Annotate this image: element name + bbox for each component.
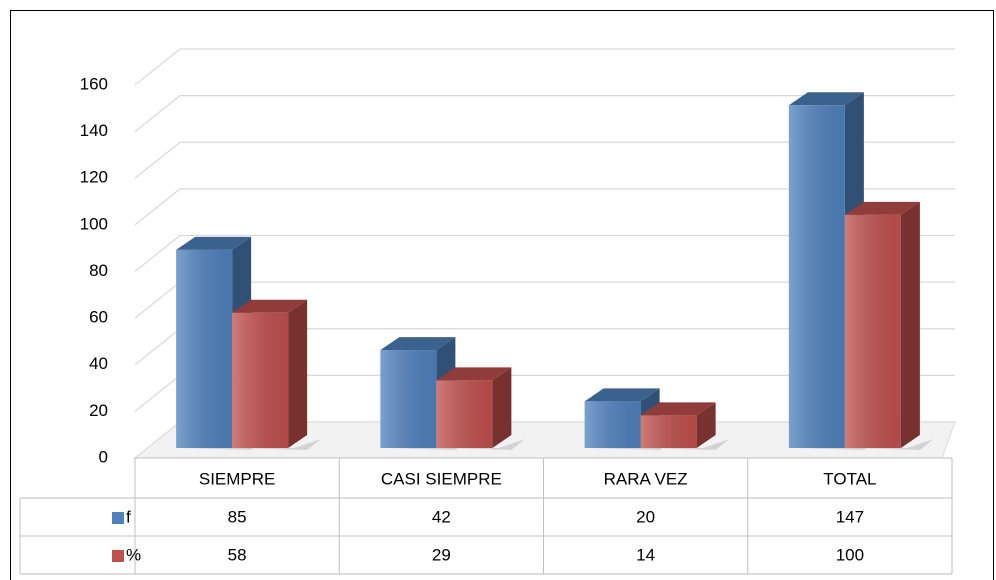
y-tick-label: 120 — [80, 168, 108, 187]
table-value: 100 — [836, 545, 864, 564]
table-value: 20 — [636, 507, 655, 526]
y-tick-label: 100 — [80, 214, 108, 233]
bar-shine — [584, 401, 641, 448]
y-tick-label: 40 — [89, 354, 108, 373]
grid-line — [134, 48, 955, 86]
bar-top — [584, 388, 660, 402]
legend-swatch — [112, 512, 124, 524]
bar-top — [232, 299, 308, 313]
plot: 0 20 40 60 80 100 120 140 160 SIEMPRE CASI SIEMPRE… — [19, 48, 956, 575]
bar-top — [380, 337, 456, 351]
grid-line — [134, 188, 955, 226]
x-tick-label: SIEMPRE — [199, 469, 276, 488]
y-tick-label: 20 — [89, 401, 108, 420]
x-tick-label: RARA VEZ — [604, 469, 688, 488]
y-tick-label: 80 — [89, 261, 108, 280]
y-tick-label: 0 — [99, 447, 108, 466]
x-tick-label: CASI SIEMPRE — [381, 469, 502, 488]
grid-line — [134, 141, 955, 179]
table-value: 42 — [432, 507, 451, 526]
legend-label: f — [126, 507, 131, 526]
bar-top — [436, 367, 512, 381]
y-tick-label: 140 — [80, 121, 108, 140]
y-tick-label: 60 — [89, 308, 108, 327]
legend-label: % — [126, 545, 141, 564]
bar-top — [176, 236, 252, 250]
bar-shine — [176, 249, 233, 448]
table-value: 58 — [228, 545, 247, 564]
y-tick-label: 160 — [80, 74, 108, 93]
bar-shadow — [238, 439, 322, 450]
bar-shine — [844, 214, 901, 448]
bar-shadow — [850, 439, 934, 450]
table-value: 85 — [228, 507, 247, 526]
table-value: 14 — [636, 545, 655, 564]
bar-side — [696, 402, 716, 448]
bar-shine — [232, 312, 289, 448]
bar-shine — [436, 380, 493, 448]
bar-side — [900, 201, 920, 448]
bar-shine — [640, 415, 697, 448]
bar-top — [788, 92, 864, 106]
x-tick-label: TOTAL — [823, 469, 876, 488]
grid-line — [134, 234, 955, 272]
chart-frame — [10, 10, 994, 580]
bar-shadow — [646, 439, 730, 450]
bar-top — [844, 201, 920, 215]
grid-line — [134, 95, 955, 133]
legend-swatch — [112, 550, 124, 562]
table-lines — [19, 457, 953, 575]
bar-shadow — [442, 439, 526, 450]
table-value: 29 — [432, 545, 451, 564]
bar-shine — [788, 105, 845, 449]
table-value: 147 — [836, 507, 864, 526]
bar-top — [640, 402, 716, 416]
bar-side — [492, 367, 512, 448]
bar-shine — [380, 350, 437, 448]
bar-side — [288, 299, 308, 448]
